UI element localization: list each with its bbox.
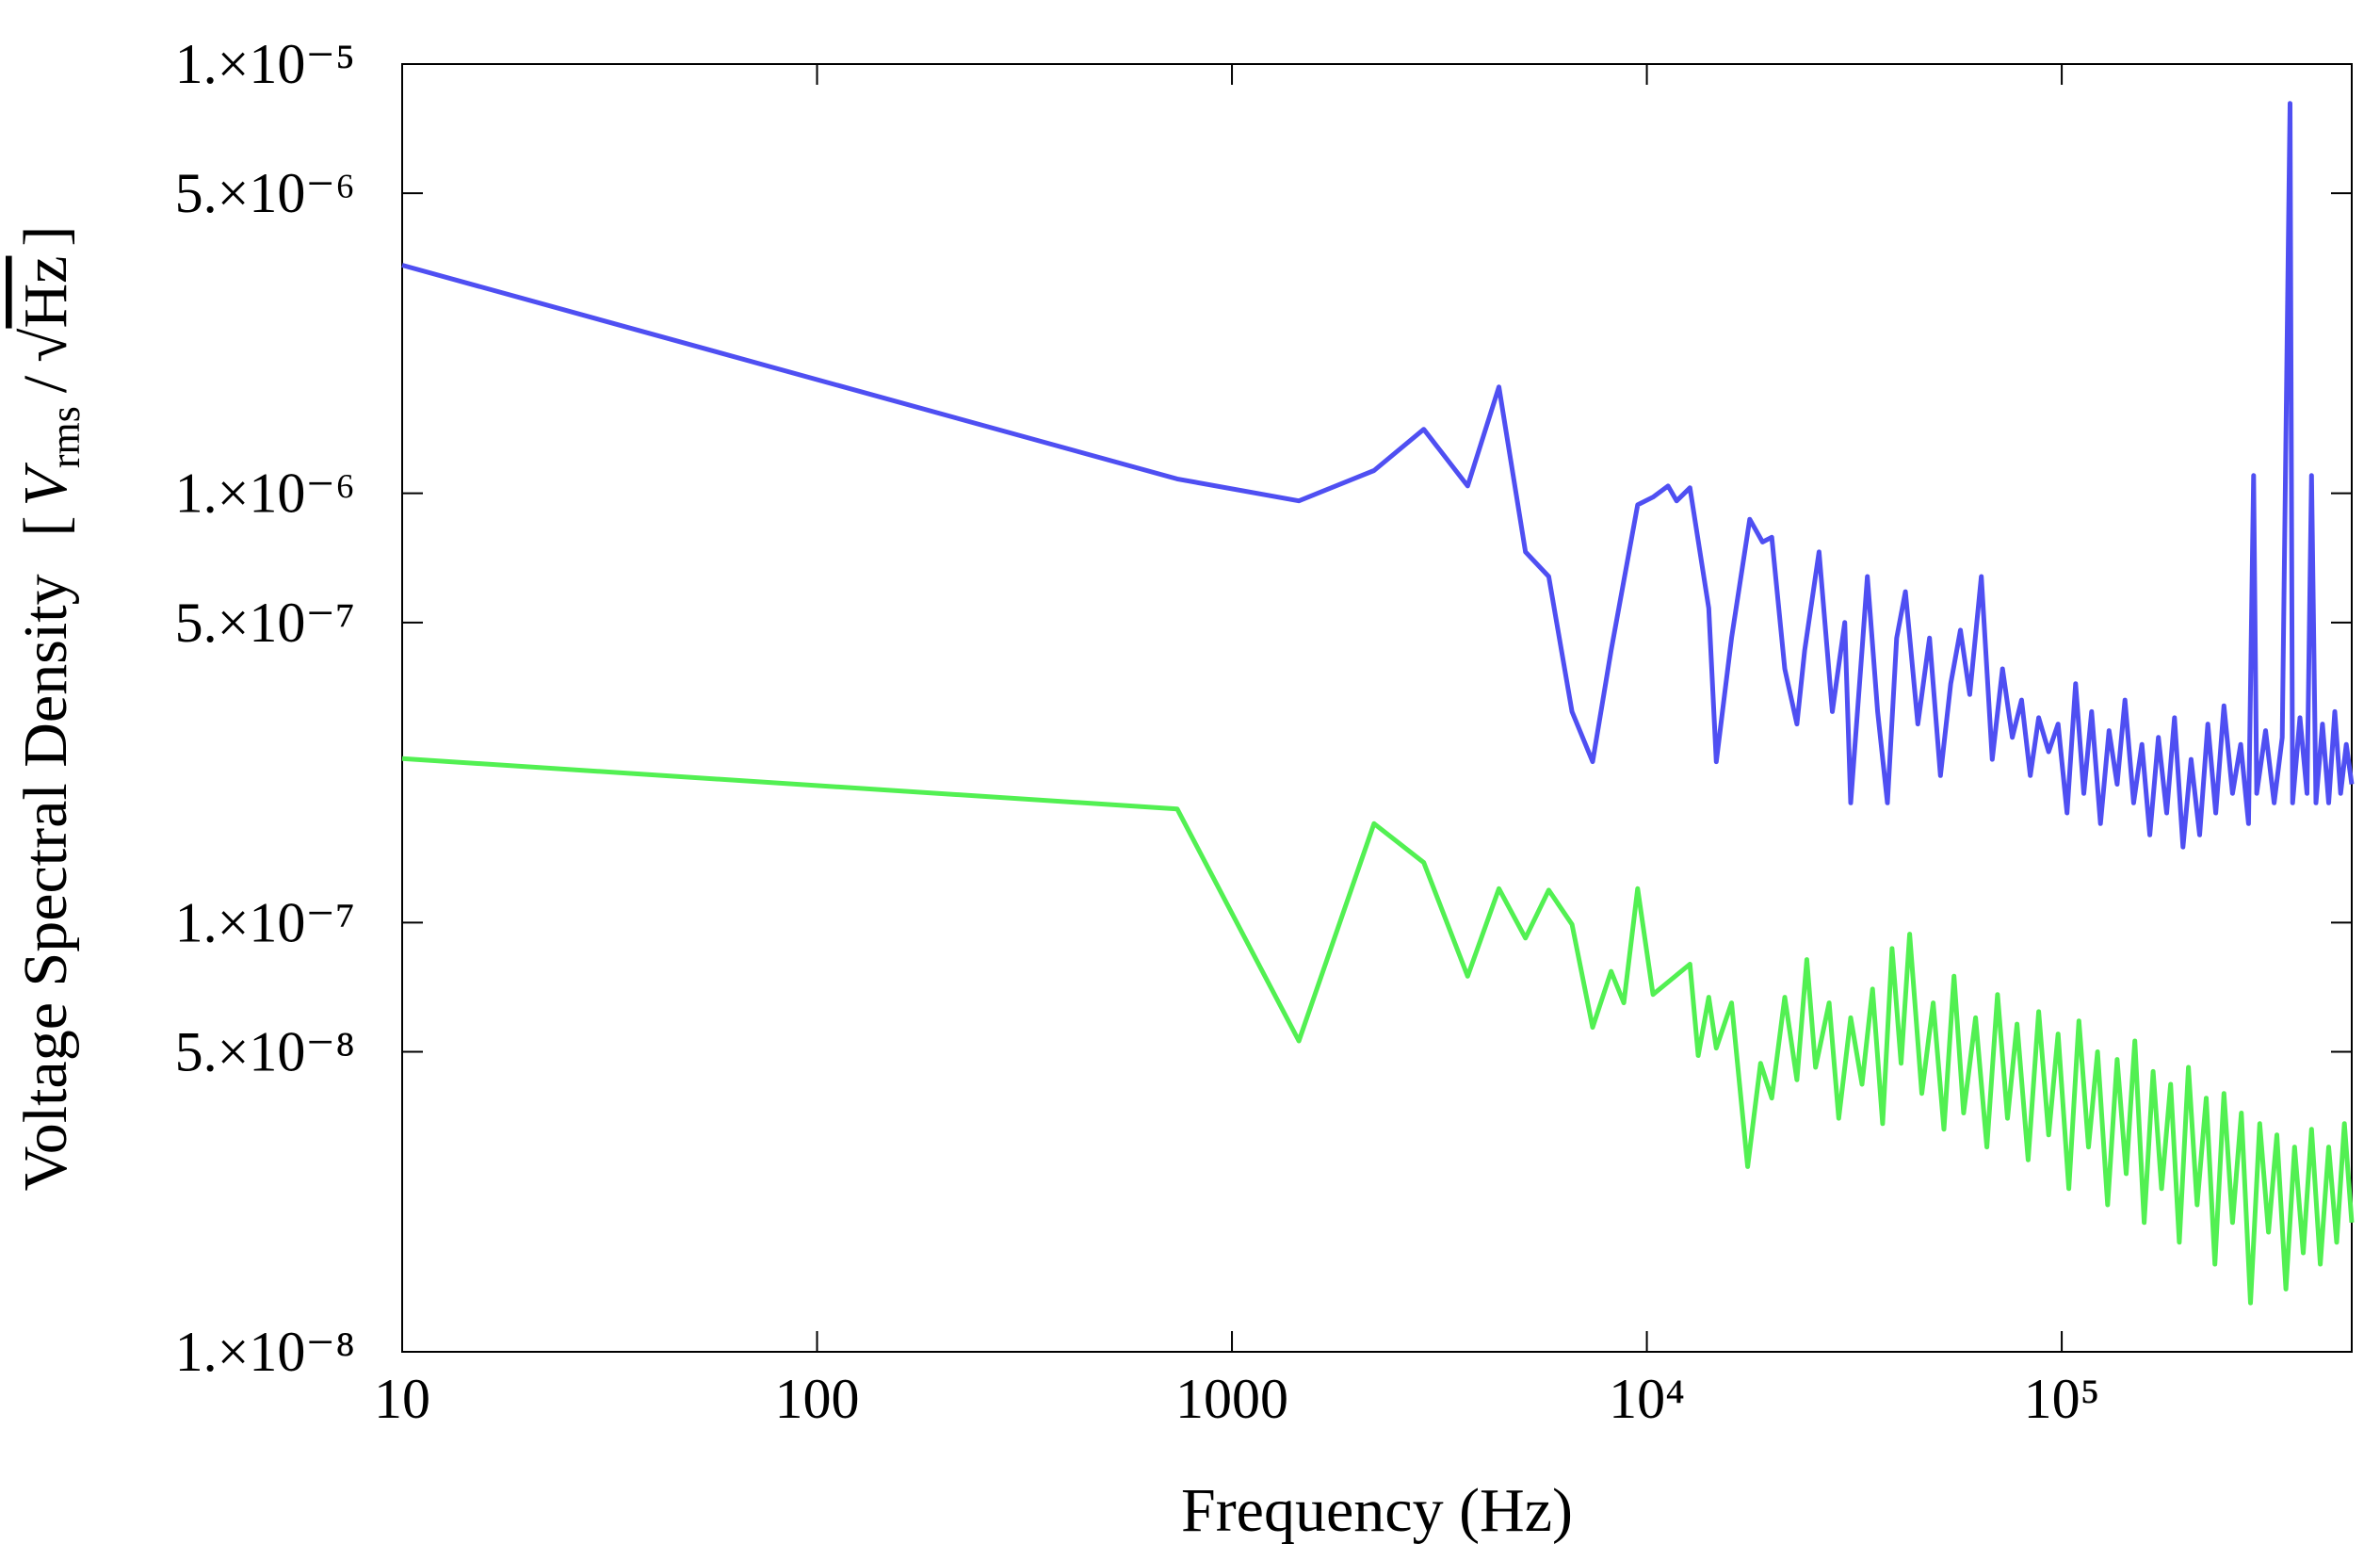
y-tick-label: 1.×10⁻⁶: [175, 463, 355, 525]
y-unit-part: √: [11, 328, 80, 363]
x-tick-label: 100: [775, 1368, 860, 1430]
y-tick-label: 5.×10⁻⁷: [175, 592, 355, 654]
y-label-text: Voltage Spectral Density: [11, 574, 80, 1191]
data-line: [401, 756, 2355, 1306]
plot-frame: [401, 63, 2353, 1353]
x-axis-label: Frequency (Hz): [1181, 1476, 1573, 1545]
y-tick-label: 1.×10⁻⁵: [175, 33, 355, 95]
y-axis-label: Voltage Spectral Density [ Vrms / √Hz]: [11, 226, 89, 1192]
y-tick-label: 1.×10⁻⁷: [175, 891, 355, 953]
x-tick-label: 10⁵: [2024, 1368, 2100, 1430]
x-tick-label: 10: [374, 1368, 430, 1430]
y-unit-part: rms: [42, 406, 89, 468]
y-unit-part: Hz: [11, 256, 80, 329]
y-tick-label: 5.×10⁻⁶: [175, 162, 355, 224]
y-unit-part: ]: [11, 226, 80, 247]
y-tick-label: 5.×10⁻⁸: [175, 1021, 355, 1083]
x-tick-label: 1000: [1175, 1368, 1288, 1430]
x-tick-label: 10⁴: [1609, 1368, 1685, 1430]
y-unit-part: /: [11, 375, 80, 393]
y-unit-part: V: [11, 462, 80, 506]
y-unit-part: [: [11, 515, 80, 536]
y-tick-label: 1.×10⁻⁸: [175, 1321, 355, 1383]
data-line: [401, 101, 2355, 850]
